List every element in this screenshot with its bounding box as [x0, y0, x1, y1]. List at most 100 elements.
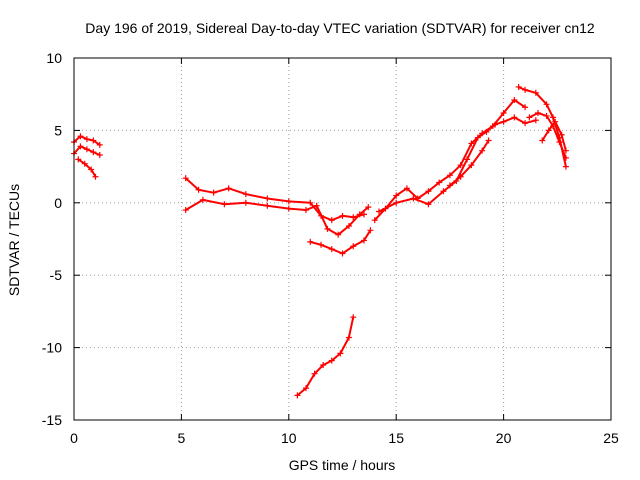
- x-tick-label: 0: [70, 430, 78, 446]
- data-point: [376, 208, 383, 215]
- data-point: [242, 199, 249, 206]
- x-axis-label: GPS time / hours: [289, 457, 396, 473]
- series-arc-3: [75, 156, 99, 180]
- data-point: [302, 207, 309, 214]
- series-line: [184, 177, 365, 222]
- data-point: [556, 138, 563, 145]
- data-point: [264, 195, 271, 202]
- data-point: [345, 334, 352, 341]
- series-line: [528, 112, 567, 159]
- data-point: [543, 112, 550, 119]
- data-point: [558, 131, 565, 138]
- data-point: [324, 225, 331, 232]
- series-arc-6: [307, 227, 374, 257]
- data-point: [182, 207, 189, 214]
- data-point: [403, 185, 410, 192]
- data-point: [539, 137, 546, 144]
- data-point: [356, 211, 363, 218]
- data-point: [464, 156, 471, 163]
- data-point: [221, 201, 228, 208]
- x-tick-label: 15: [388, 430, 404, 446]
- data-point: [294, 392, 301, 399]
- grid-layer: [74, 58, 611, 420]
- data-point: [515, 83, 522, 90]
- x-tick-label: 25: [603, 430, 619, 446]
- data-point: [328, 217, 335, 224]
- y-tick-label: 5: [54, 122, 62, 138]
- data-point: [311, 370, 318, 377]
- x-tick-label: 5: [178, 430, 186, 446]
- data-point: [552, 118, 559, 125]
- y-tick-label: -5: [50, 267, 63, 283]
- data-point: [485, 137, 492, 144]
- data-point: [77, 143, 84, 150]
- data-point: [562, 154, 569, 161]
- data-point: [526, 114, 533, 121]
- data-point: [83, 136, 90, 143]
- data-point: [446, 182, 453, 189]
- series-line: [296, 316, 355, 397]
- chart-title: Day 196 of 2019, Sidereal Day-to-day VTE…: [85, 20, 595, 36]
- y-tick-label: 0: [54, 195, 62, 211]
- data-point: [328, 246, 335, 253]
- series-arc-13: [539, 118, 569, 154]
- data-point: [339, 212, 346, 219]
- data-point: [77, 133, 84, 140]
- data-point: [365, 204, 372, 211]
- data-point: [522, 86, 529, 93]
- data-point: [500, 118, 507, 125]
- data-point: [468, 140, 475, 147]
- data-point: [313, 202, 320, 209]
- data-point: [92, 173, 99, 180]
- series-arc-7: [294, 314, 357, 399]
- series-arc-2: [71, 143, 103, 159]
- data-point: [285, 205, 292, 212]
- data-point: [545, 127, 552, 134]
- data-point: [440, 188, 447, 195]
- data-point: [318, 241, 325, 248]
- tick-layer: 0 5 10 15 20 25 -15 -10 -5 0 5 10: [42, 50, 619, 446]
- data-point: [90, 137, 97, 144]
- data-point: [522, 104, 529, 111]
- data-point: [511, 96, 518, 103]
- data-point: [337, 350, 344, 357]
- data-point: [532, 89, 539, 96]
- data-point: [532, 117, 539, 124]
- data-point: [393, 192, 400, 199]
- data-point: [81, 160, 88, 167]
- data-point: [474, 134, 481, 141]
- data-point: [511, 114, 518, 121]
- data-point: [339, 250, 346, 257]
- data-point: [562, 163, 569, 170]
- data-point: [562, 147, 569, 154]
- data-point: [345, 222, 352, 229]
- data-point: [350, 214, 357, 221]
- data-point: [446, 172, 453, 179]
- data-point: [500, 110, 507, 117]
- data-point: [83, 146, 90, 153]
- data-point: [371, 217, 378, 224]
- data-point: [328, 357, 335, 364]
- data-point: [425, 201, 432, 208]
- x-tick-label: 20: [496, 430, 512, 446]
- series-line: [77, 158, 97, 178]
- data-point: [483, 128, 490, 135]
- data-point: [468, 162, 475, 169]
- data-point: [199, 196, 206, 203]
- data-point: [522, 120, 529, 127]
- y-tick-label: -15: [42, 412, 62, 428]
- data-point: [350, 314, 357, 321]
- data-point: [285, 198, 292, 205]
- data-point: [96, 152, 103, 159]
- data-point: [90, 149, 97, 156]
- data-point: [182, 175, 189, 182]
- data-point: [425, 188, 432, 195]
- series-line: [378, 116, 537, 213]
- data-point: [210, 189, 217, 196]
- data-point: [393, 199, 400, 206]
- data-point: [436, 179, 443, 186]
- data-point: [457, 173, 464, 180]
- data-point: [457, 162, 464, 169]
- x-tick-label: 10: [281, 430, 297, 446]
